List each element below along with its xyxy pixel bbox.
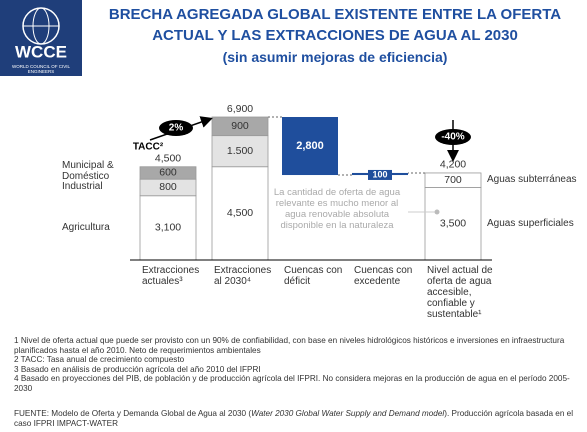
footnote: 4 Basado en proyecciones del PIB, de pob…: [14, 374, 570, 393]
growth-value: 2%: [169, 123, 184, 134]
footnote: 2 TACC: Tasa anual de crecimiento compue…: [14, 355, 185, 364]
segment-label: 1.500: [227, 145, 253, 157]
x-tick-label: Extracciones al 2030⁴: [214, 265, 272, 287]
segment-label: 700: [444, 174, 462, 186]
label-box: [368, 169, 392, 180]
series-name: Municipal & Doméstico: [62, 159, 114, 182]
footnote: 3 Basado en análisis de producción agríc…: [14, 364, 261, 374]
growth-label: TACC²: [133, 142, 164, 153]
series-name: Agricultura: [62, 221, 110, 233]
bar-segment: [424, 187, 482, 261]
footnotes: 1 Nivel de oferta actual que puede ser p…: [14, 336, 584, 393]
segment-label: 800: [159, 181, 177, 193]
annotation: La cantidad de oferta de agua relevante …: [273, 187, 401, 231]
segment-label: 3,100: [155, 222, 181, 234]
x-tick-label: Nivel actual de oferta de agua accesible…: [427, 265, 493, 320]
total-label: 4,500: [155, 153, 181, 165]
logo-subtitle: WORLD COUNCIL OF CIVIL ENGINEERS: [11, 64, 71, 74]
gap-badge: [435, 129, 471, 145]
source: FUENTE: Modelo de Oferta y Demanda Globa…: [14, 409, 584, 428]
bar-segment: [211, 135, 269, 168]
gap-value: -40%: [441, 132, 464, 143]
source-text: FUENTE: Modelo de Oferta y Demanda Globa…: [14, 409, 252, 418]
segment-label: 3,500: [440, 218, 466, 230]
note-dot: [434, 209, 440, 215]
footnote: 1 Nivel de oferta actual que puede ser p…: [14, 336, 565, 355]
segment-label: 900: [231, 120, 249, 132]
bar-segment: [211, 166, 269, 261]
bar-segment: [139, 166, 197, 180]
chart-title: BRECHA AGREGADA GLOBAL EXISTENTE ENTRE L…: [108, 6, 562, 23]
series-name: Aguas subterráneas: [487, 174, 577, 186]
x-tick-label: Cuencas con déficit: [284, 265, 343, 287]
x-tick-label: Extracciones actuales³: [142, 265, 200, 287]
series-name: Industrial: [62, 181, 103, 193]
growth-badge: [159, 120, 193, 136]
bar-label: 2,800: [296, 140, 324, 152]
chart-title: ACTUAL Y LAS EXTRACCIONES DE AGUA AL 203…: [152, 27, 518, 44]
total-label: 4,200: [440, 159, 466, 171]
bar-segment: [424, 172, 482, 188]
logo-name: WCCE: [15, 42, 67, 61]
x-tick-label: Cuencas con excedente: [354, 265, 413, 287]
bar-label: 100: [372, 169, 387, 179]
segment-label: 600: [159, 167, 177, 179]
segment-label: 4,500: [227, 207, 253, 219]
bar: [282, 117, 338, 176]
logo-bg: [0, 0, 82, 76]
series-name: Aguas superficiales: [487, 217, 574, 229]
source-text: ). Producción agrícola basada en el caso…: [14, 409, 574, 428]
total-label: 6,900: [227, 103, 253, 115]
source-text: Water 2030 Global Water Supply and Deman…: [251, 409, 445, 418]
chart-subtitle: (sin asumir mejoras de eficiencia): [222, 49, 448, 65]
